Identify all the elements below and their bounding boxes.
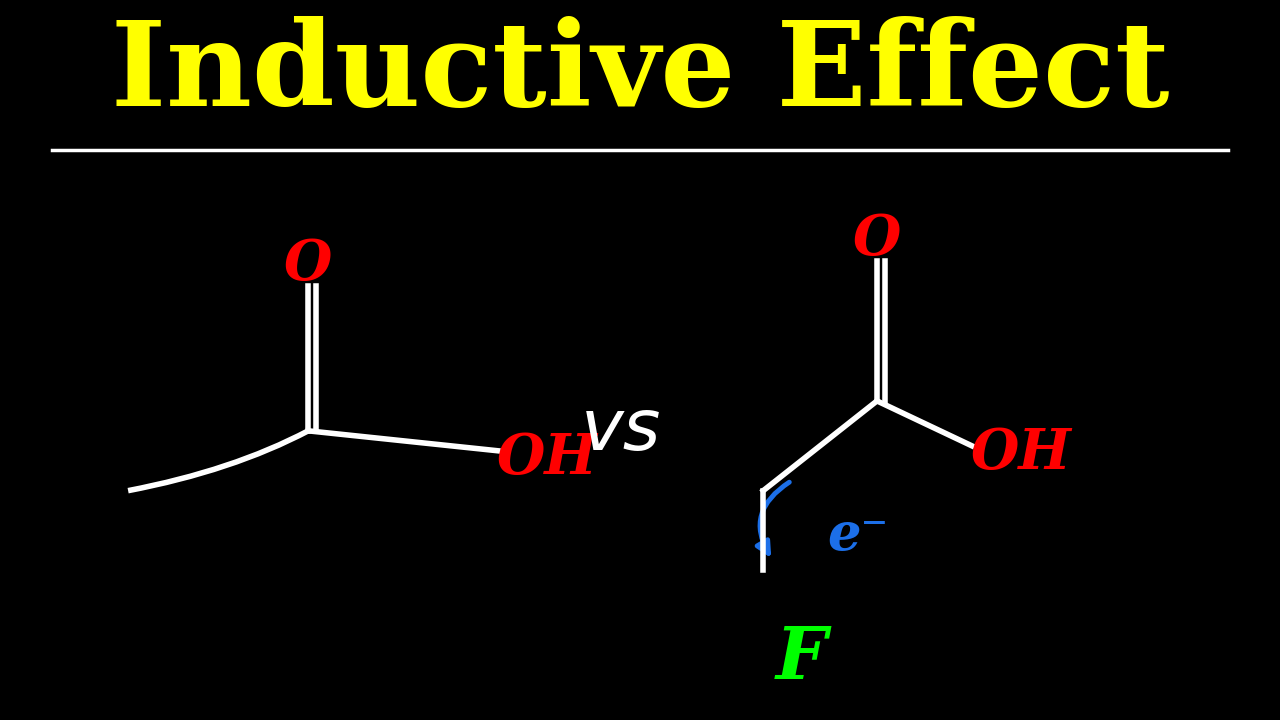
Text: OH: OH bbox=[970, 426, 1071, 481]
Text: e⁻: e⁻ bbox=[827, 510, 888, 561]
Text: vs: vs bbox=[581, 396, 662, 465]
Text: F: F bbox=[776, 623, 827, 693]
Text: O: O bbox=[284, 237, 333, 292]
Text: Inductive Effect: Inductive Effect bbox=[110, 17, 1170, 131]
FancyArrowPatch shape bbox=[756, 482, 790, 554]
Text: O: O bbox=[852, 212, 901, 267]
Text: OH: OH bbox=[497, 431, 598, 486]
